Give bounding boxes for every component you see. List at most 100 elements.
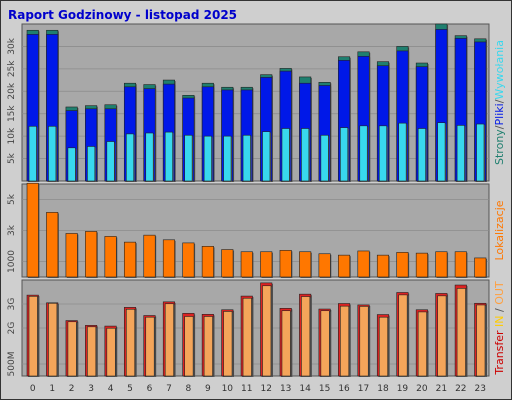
bar-transfer-OUT-11	[242, 297, 253, 377]
x-axis-label-16: 16	[338, 384, 350, 394]
bar-hits-Wywołania-18-fill	[378, 125, 388, 182]
bar-transfer-OUT-3-fill	[87, 326, 97, 377]
bar-lokalizacje-Lokalizacje-1	[46, 212, 59, 278]
x-axis-label-13: 13	[280, 384, 291, 394]
chart-title: Raport Godzinowy - listopad 2025	[8, 8, 237, 22]
x-axis-label-12: 12	[261, 384, 272, 394]
bar-hits-Wywołania-7	[164, 131, 174, 182]
panel-hits-ylabel-part-3: /	[493, 99, 506, 103]
panel-lokalizacje-ylabel-part-0: Lokalizacje	[493, 200, 506, 260]
bar-lokalizacje-Lokalizacje-4	[104, 236, 118, 278]
bar-lokalizacje-Lokalizacje-18	[376, 254, 390, 278]
bar-transfer-OUT-17	[359, 306, 370, 377]
x-axis-label-10: 10	[222, 384, 234, 394]
bar-transfer-OUT-5	[125, 308, 136, 377]
bar-lokalizacje-Lokalizacje-10-fill	[221, 249, 234, 278]
panel-lokalizacje-ytick-label-2: 5k	[7, 193, 17, 205]
x-axis-label-15: 15	[319, 384, 330, 394]
bar-hits-Wywołania-12-fill	[262, 131, 271, 182]
x-axis-label-6: 6	[147, 384, 153, 394]
bar-hits-Wywołania-14	[301, 128, 310, 182]
bar-transfer-OUT-10	[223, 311, 234, 377]
bar-hits-Wywołania-21-fill	[437, 122, 446, 182]
bar-hits-Wywołania-6-fill	[145, 132, 154, 182]
bar-hits-Wywołania-2-fill	[67, 147, 76, 182]
bar-transfer-OUT-23	[476, 304, 486, 377]
x-axis-label-8: 8	[186, 384, 192, 394]
bar-lokalizacje-Lokalizacje-1-fill	[46, 212, 59, 278]
panel-hits-ylabel-part-4: Wywołania	[493, 40, 506, 100]
panel-hits-ytick-label-4: 25k	[7, 60, 17, 77]
bar-hits-Wywołania-19-fill	[398, 122, 407, 182]
bar-transfer-OUT-21-fill	[437, 295, 447, 377]
bar-lokalizacje-Lokalizacje-14-fill	[299, 251, 312, 278]
x-axis-label-5: 5	[127, 384, 133, 394]
bar-transfer-OUT-5-fill	[125, 308, 136, 377]
bar-transfer-OUT-6	[145, 316, 156, 377]
bar-transfer-OUT-16-fill	[340, 305, 350, 377]
bar-transfer-OUT-22	[456, 288, 467, 377]
bar-lokalizacje-Lokalizacje-20-fill	[415, 252, 428, 278]
bar-transfer-OUT-20-fill	[417, 311, 427, 377]
bar-lokalizacje-Lokalizacje-15	[318, 253, 332, 278]
bar-lokalizacje-Lokalizacje-4-fill	[104, 236, 117, 278]
bar-hits-Wywołania-4	[106, 141, 116, 182]
bar-lokalizacje-Lokalizacje-3	[85, 231, 98, 278]
bar-transfer-OUT-12-fill	[262, 285, 272, 377]
bar-lokalizacje-Lokalizacje-20	[415, 252, 429, 278]
bar-lokalizacje-Lokalizacje-8	[182, 242, 196, 278]
bar-hits-Wywołania-5	[125, 133, 135, 182]
bar-hits-Wywołania-6	[145, 132, 155, 182]
bar-transfer-OUT-14-fill	[301, 296, 311, 377]
panel-hits-ylabel-part-0: Strony	[493, 129, 506, 165]
bar-lokalizacje-Lokalizacje-12	[260, 251, 273, 278]
bar-hits-Wywołania-22	[456, 125, 466, 182]
bar-transfer-OUT-22-fill	[456, 288, 466, 377]
panel-transfer-ytick-label-1: 2G	[7, 322, 17, 335]
bar-transfer-OUT-1-fill	[48, 302, 58, 377]
bar-lokalizacje-Lokalizacje-23	[474, 257, 487, 278]
panel-transfer-ylabel-part-2: IN	[493, 315, 506, 326]
x-axis-label-23: 23	[475, 384, 486, 394]
bar-hits-Wywołania-4-fill	[106, 141, 115, 182]
bar-lokalizacje-Lokalizacje-7	[162, 239, 176, 278]
panel-lokalizacje-ylabel: Lokalizacje	[493, 200, 506, 260]
bar-transfer-OUT-14	[301, 296, 311, 377]
bar-transfer-OUT-15-fill	[320, 310, 330, 377]
bar-transfer-OUT-13	[281, 310, 292, 377]
x-axis-label-1: 1	[49, 384, 55, 394]
panel-lokalizacje-ytick-label-0: 1000	[7, 250, 17, 273]
bar-hits-Wywołania-17	[359, 125, 369, 182]
panel-hits-ytick-label-1: 10k	[7, 127, 17, 144]
bar-hits-Wywołania-5-fill	[125, 133, 135, 182]
bar-lokalizacje-Lokalizacje-17	[357, 250, 371, 278]
panel-hits-ytick-label-3: 20k	[7, 82, 17, 99]
bar-lokalizacje-Lokalizacje-5-fill	[123, 241, 137, 278]
bar-hits-Wywołania-23	[476, 123, 485, 182]
bar-transfer-OUT-19-fill	[398, 294, 408, 377]
bar-hits-Wywołania-11-fill	[242, 134, 251, 182]
panel-hits-ylabel: Strony/Pliki/Wywołania	[493, 40, 506, 165]
x-axis-label-20: 20	[416, 384, 428, 394]
x-axis-label-3: 3	[88, 384, 94, 394]
bar-lokalizacje-Lokalizacje-7-fill	[162, 239, 175, 278]
x-axis-label-19: 19	[397, 384, 409, 394]
panel-transfer-ylabel: Transfer IN / OUT	[493, 281, 506, 376]
bar-lokalizacje-Lokalizacje-21	[435, 251, 449, 278]
bar-transfer-OUT-23-fill	[476, 304, 486, 377]
bar-hits-Wywołania-10	[223, 135, 233, 182]
bar-lokalizacje-Lokalizacje-12-fill	[260, 251, 273, 278]
bar-hits-Wywołania-20	[417, 128, 427, 182]
bar-lokalizacje-Lokalizacje-23-fill	[474, 257, 487, 278]
bar-transfer-OUT-7-fill	[164, 303, 174, 377]
bar-hits-Wywołania-17-fill	[359, 125, 368, 182]
bar-lokalizacje-Lokalizacje-16	[338, 254, 351, 278]
panel-transfer-ylabel-part-0: Transfer	[493, 330, 506, 376]
x-axis-label-17: 17	[358, 384, 369, 394]
x-axis-label-18: 18	[377, 384, 389, 394]
bar-hits-Wywołania-0-fill	[28, 125, 37, 182]
bar-lokalizacje-Lokalizacje-9-fill	[201, 246, 214, 278]
bar-lokalizacje-Lokalizacje-2	[65, 233, 79, 278]
bar-hits-Wywołania-9	[203, 135, 213, 182]
